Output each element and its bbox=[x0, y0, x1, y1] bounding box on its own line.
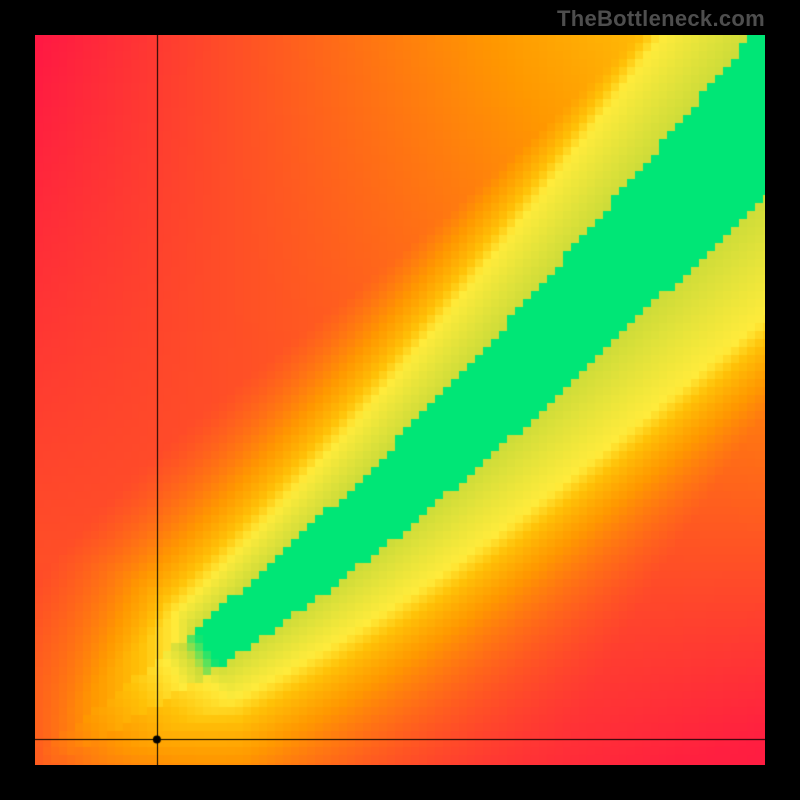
watermark-text: TheBottleneck.com bbox=[557, 6, 765, 32]
chart-root: TheBottleneck.com bbox=[0, 0, 800, 800]
crosshair-overlay bbox=[35, 35, 765, 765]
